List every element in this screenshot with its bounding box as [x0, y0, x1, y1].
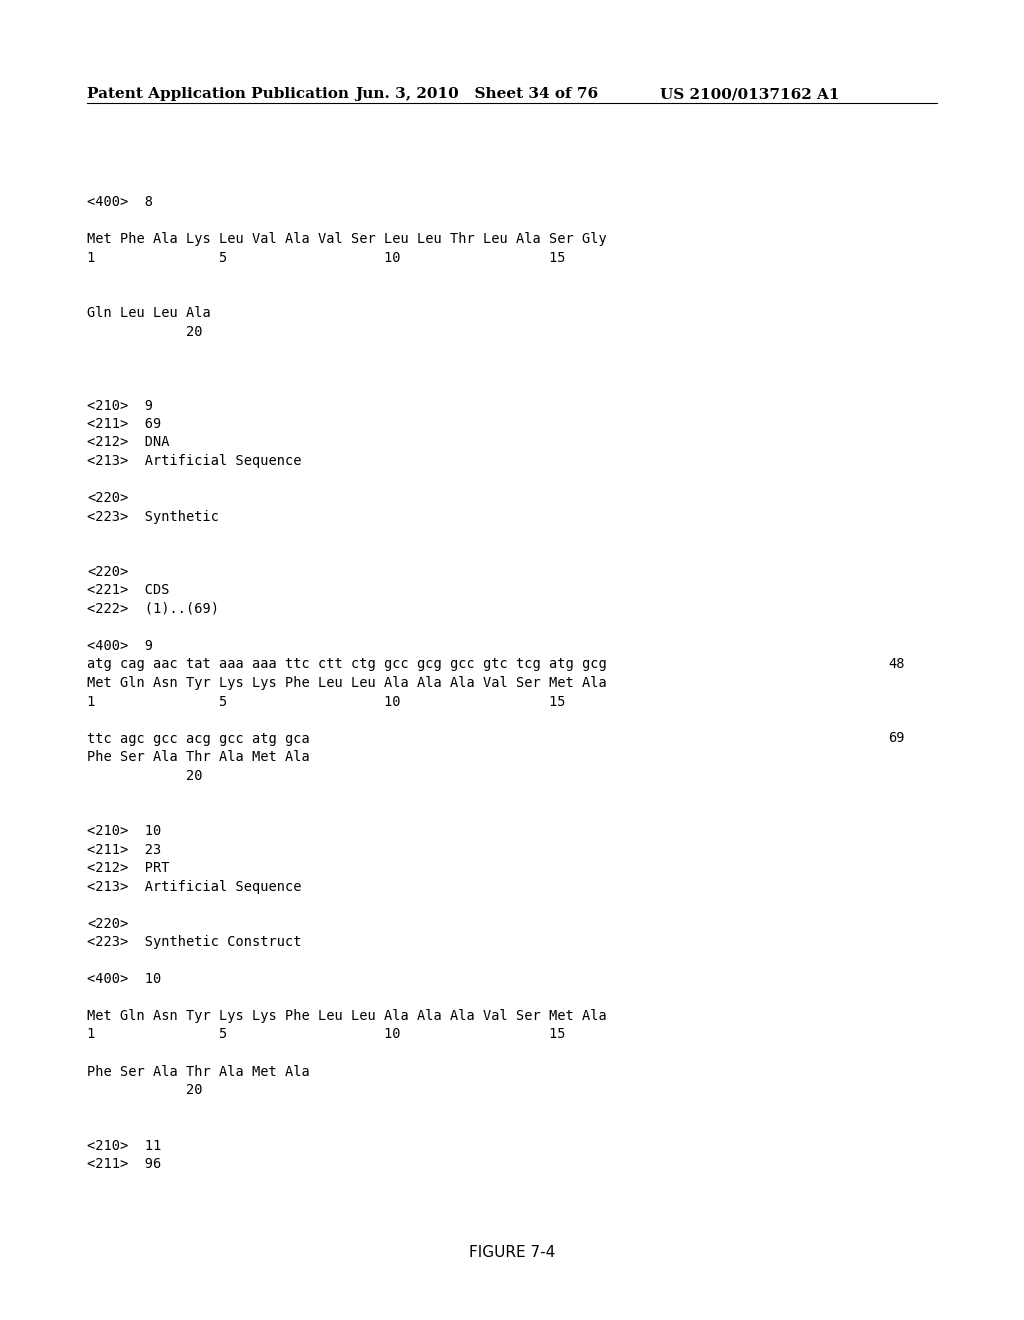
Text: 20: 20 — [87, 1082, 203, 1097]
Text: Met Gln Asn Tyr Lys Lys Phe Leu Leu Ala Ala Ala Val Ser Met Ala: Met Gln Asn Tyr Lys Lys Phe Leu Leu Ala … — [87, 676, 607, 690]
Text: <212>  DNA: <212> DNA — [87, 436, 170, 450]
Text: <223>  Synthetic: <223> Synthetic — [87, 510, 219, 524]
Text: <223>  Synthetic Construct: <223> Synthetic Construct — [87, 935, 301, 949]
Text: Patent Application Publication: Patent Application Publication — [87, 87, 349, 102]
Text: <400>  9: <400> 9 — [87, 639, 153, 653]
Text: 1               5                   10                  15: 1 5 10 15 — [87, 251, 565, 264]
Text: ttc agc gcc acg gcc atg gca: ttc agc gcc acg gcc atg gca — [87, 731, 309, 746]
Text: 48: 48 — [889, 657, 905, 672]
Text: Met Gln Asn Tyr Lys Lys Phe Leu Leu Ala Ala Ala Val Ser Met Ala: Met Gln Asn Tyr Lys Lys Phe Leu Leu Ala … — [87, 1008, 607, 1023]
Text: atg cag aac tat aaa aaa ttc ctt ctg gcc gcg gcc gtc tcg atg gcg: atg cag aac tat aaa aaa ttc ctt ctg gcc … — [87, 657, 607, 672]
Text: Gln Leu Leu Ala: Gln Leu Leu Ala — [87, 306, 211, 319]
Text: <220>: <220> — [87, 565, 128, 579]
Text: <220>: <220> — [87, 491, 128, 506]
Text: 20: 20 — [87, 768, 203, 783]
Text: FIGURE 7-4: FIGURE 7-4 — [469, 1245, 555, 1261]
Text: <220>: <220> — [87, 916, 128, 931]
Text: <212>  PRT: <212> PRT — [87, 861, 170, 875]
Text: Met Phe Ala Lys Leu Val Ala Val Ser Leu Leu Thr Leu Ala Ser Gly: Met Phe Ala Lys Leu Val Ala Val Ser Leu … — [87, 232, 607, 246]
Text: <211>  23: <211> 23 — [87, 842, 161, 857]
Text: <211>  96: <211> 96 — [87, 1158, 161, 1171]
Text: 20: 20 — [87, 325, 203, 338]
Text: Phe Ser Ala Thr Ala Met Ala: Phe Ser Ala Thr Ala Met Ala — [87, 1064, 309, 1078]
Text: 1               5                   10                  15: 1 5 10 15 — [87, 1027, 565, 1041]
Text: <400>  8: <400> 8 — [87, 195, 153, 209]
Text: <210>  9: <210> 9 — [87, 399, 153, 412]
Text: <211>  69: <211> 69 — [87, 417, 161, 432]
Text: <222>  (1)..(69): <222> (1)..(69) — [87, 602, 219, 616]
Text: <400>  10: <400> 10 — [87, 972, 161, 986]
Text: <221>  CDS: <221> CDS — [87, 583, 170, 598]
Text: <213>  Artificial Sequence: <213> Artificial Sequence — [87, 454, 301, 469]
Text: <210>  11: <210> 11 — [87, 1138, 161, 1152]
Text: <210>  10: <210> 10 — [87, 824, 161, 838]
Text: Jun. 3, 2010   Sheet 34 of 76: Jun. 3, 2010 Sheet 34 of 76 — [355, 87, 598, 102]
Text: US 2100/0137162 A1: US 2100/0137162 A1 — [660, 87, 840, 102]
Text: Phe Ser Ala Thr Ala Met Ala: Phe Ser Ala Thr Ala Met Ala — [87, 750, 309, 764]
Text: <213>  Artificial Sequence: <213> Artificial Sequence — [87, 879, 301, 894]
Text: 1               5                   10                  15: 1 5 10 15 — [87, 694, 565, 709]
Text: 69: 69 — [889, 731, 905, 746]
